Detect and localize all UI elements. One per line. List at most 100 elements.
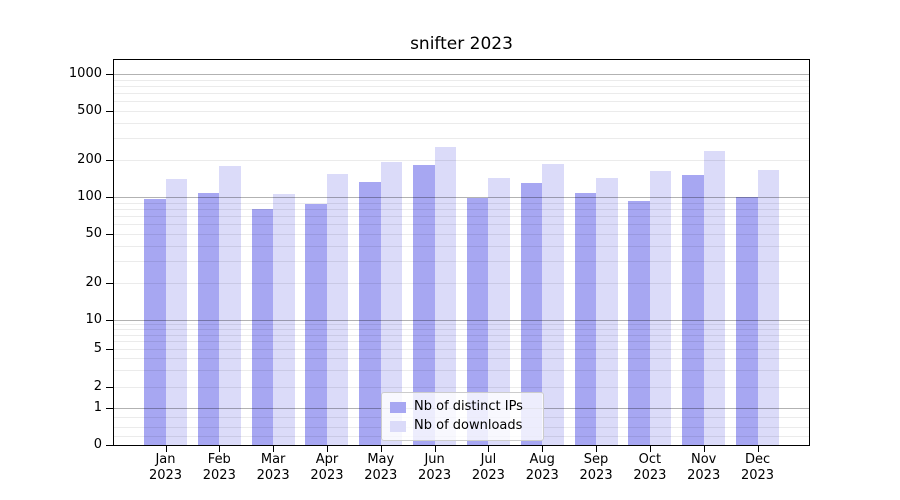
x-tick-label-jul-2023: Jul 2023 xyxy=(460,452,516,484)
x-label-year: 2023 xyxy=(148,468,183,483)
bar-nb-of-downloads-jul-2023 xyxy=(488,178,510,445)
x-label-month: Feb xyxy=(207,452,231,467)
bar-nb-of-downloads-jan-2023 xyxy=(165,179,187,445)
x-tick-may-2023 xyxy=(380,446,382,452)
gridline-minor-300 xyxy=(114,138,809,140)
x-tick-oct-2023 xyxy=(649,446,651,452)
y-tick-label-1000: 1000 xyxy=(68,66,102,81)
legend-label-nb-of-downloads: Nb of downloads xyxy=(414,418,523,433)
gridline-minor-4 xyxy=(114,358,809,360)
x-tick-label-nov-2023: Nov 2023 xyxy=(676,452,732,484)
gridline-minor-2 xyxy=(114,387,809,389)
y-tick-0 xyxy=(106,445,113,446)
x-tick-apr-2023 xyxy=(326,446,328,452)
legend-item-nb-of-distinct-ips: Nb of distinct IPs xyxy=(390,399,535,415)
x-tick-label-apr-2023: Apr 2023 xyxy=(299,452,355,484)
y-tick-500 xyxy=(106,111,113,113)
gridline-minor-200 xyxy=(114,159,809,161)
y-tick-label-200: 200 xyxy=(77,151,102,167)
gridline-major-100 xyxy=(114,197,809,198)
gridline-minor-40 xyxy=(114,245,809,247)
gridline-minor-900 xyxy=(114,79,809,81)
gridline-minor-70 xyxy=(114,216,809,218)
bar-nb-of-downloads-mar-2023 xyxy=(273,193,295,445)
x-label-year: 2023 xyxy=(633,468,667,483)
x-tick-label-jan-2023: Jan 2023 xyxy=(138,452,194,484)
gridline-minor-9 xyxy=(114,324,809,326)
gridline-minor-50 xyxy=(114,234,809,236)
y-tick-label-2: 2 xyxy=(93,379,102,395)
x-label-month: Oct xyxy=(638,452,662,467)
gridline-minor-80 xyxy=(114,208,809,210)
x-tick-label-may-2023: May 2023 xyxy=(353,452,409,484)
y-tick-2 xyxy=(106,387,113,389)
bar-nb-of-downloads-may-2023 xyxy=(380,162,403,445)
gridline-minor-400 xyxy=(114,122,809,124)
x-tick-label-mar-2023: Mar 2023 xyxy=(245,452,301,484)
gridline-major-1000 xyxy=(114,74,809,75)
x-label-month: Jun xyxy=(424,452,445,467)
y-tick-1000 xyxy=(106,74,113,75)
bar-nb-of-downloads-nov-2023 xyxy=(703,150,726,445)
y-tick-label-10: 10 xyxy=(85,312,102,327)
x-label-year: 2023 xyxy=(202,468,236,483)
y-tick-label-500: 500 xyxy=(77,103,102,119)
x-label-year: 2023 xyxy=(525,468,559,483)
gridline-minor-8 xyxy=(114,329,809,331)
x-tick-label-dec-2023: Dec 2023 xyxy=(730,452,786,484)
bar-nb-of-downloads-aug-2023 xyxy=(542,164,564,445)
y-tick-label-5: 5 xyxy=(93,341,102,356)
bar-nb-of-distinct-ips-nov-2023 xyxy=(682,174,704,445)
x-tick-aug-2023 xyxy=(542,446,544,452)
gridline-minor-5 xyxy=(114,349,809,350)
bar-nb-of-downloads-dec-2023 xyxy=(757,169,780,445)
bar-nb-of-downloads-jun-2023 xyxy=(434,146,457,445)
bar-nb-of-distinct-ips-aug-2023 xyxy=(520,183,543,445)
gridline-minor-90 xyxy=(114,202,809,204)
bar-nb-of-distinct-ips-may-2023 xyxy=(359,182,381,445)
bar-nb-of-downloads-sep-2023 xyxy=(596,177,618,445)
y-tick-100 xyxy=(106,197,113,198)
y-tick-200 xyxy=(106,159,113,161)
x-tick-feb-2023 xyxy=(219,446,221,452)
x-label-year: 2023 xyxy=(310,468,344,483)
gridline-major-10 xyxy=(114,320,809,321)
bar-nb-of-distinct-ips-jan-2023 xyxy=(144,198,166,445)
gridline-minor-7 xyxy=(114,334,809,336)
legend-label-nb-of-distinct-ips: Nb of distinct IPs xyxy=(414,399,523,414)
x-label-year: 2023 xyxy=(579,468,613,483)
x-tick-mar-2023 xyxy=(273,446,275,452)
bar-nb-of-distinct-ips-oct-2023 xyxy=(628,200,650,445)
gridline-minor-3 xyxy=(114,370,809,372)
x-label-year: 2023 xyxy=(471,468,505,483)
x-label-month: Sep xyxy=(583,452,609,467)
x-label-year: 2023 xyxy=(364,468,398,483)
x-label-month: Jan xyxy=(155,452,176,467)
bar-nb-of-distinct-ips-sep-2023 xyxy=(574,193,597,445)
bar-nb-of-downloads-apr-2023 xyxy=(326,174,349,445)
x-label-month: Jul xyxy=(480,452,497,467)
y-tick-10 xyxy=(106,320,113,321)
x-label-month: Dec xyxy=(744,452,771,467)
x-tick-dec-2023 xyxy=(757,446,759,452)
bar-nb-of-downloads-feb-2023 xyxy=(219,166,241,445)
x-label-year: 2023 xyxy=(740,468,775,483)
y-tick-label-20: 20 xyxy=(85,274,102,290)
y-tick-1 xyxy=(106,408,113,410)
x-tick-label-aug-2023: Aug 2023 xyxy=(514,452,570,484)
x-label-month: Mar xyxy=(260,452,286,467)
x-label-month: May xyxy=(367,452,395,467)
x-label-year: 2023 xyxy=(256,468,290,483)
x-tick-label-jun-2023: Jun 2023 xyxy=(407,452,463,484)
gridline-minor-30 xyxy=(114,261,809,263)
x-tick-nov-2023 xyxy=(703,446,705,452)
gridline-minor-6 xyxy=(114,341,809,343)
bar-nb-of-distinct-ips-jul-2023 xyxy=(466,198,489,445)
x-label-month: Apr xyxy=(315,452,339,467)
bar-nb-of-distinct-ips-apr-2023 xyxy=(305,203,327,445)
y-tick-label-100: 100 xyxy=(77,189,102,204)
y-tick-label-50: 50 xyxy=(85,226,102,242)
y-tick-label-1: 1 xyxy=(93,400,102,416)
gridline-minor-500 xyxy=(114,111,809,113)
